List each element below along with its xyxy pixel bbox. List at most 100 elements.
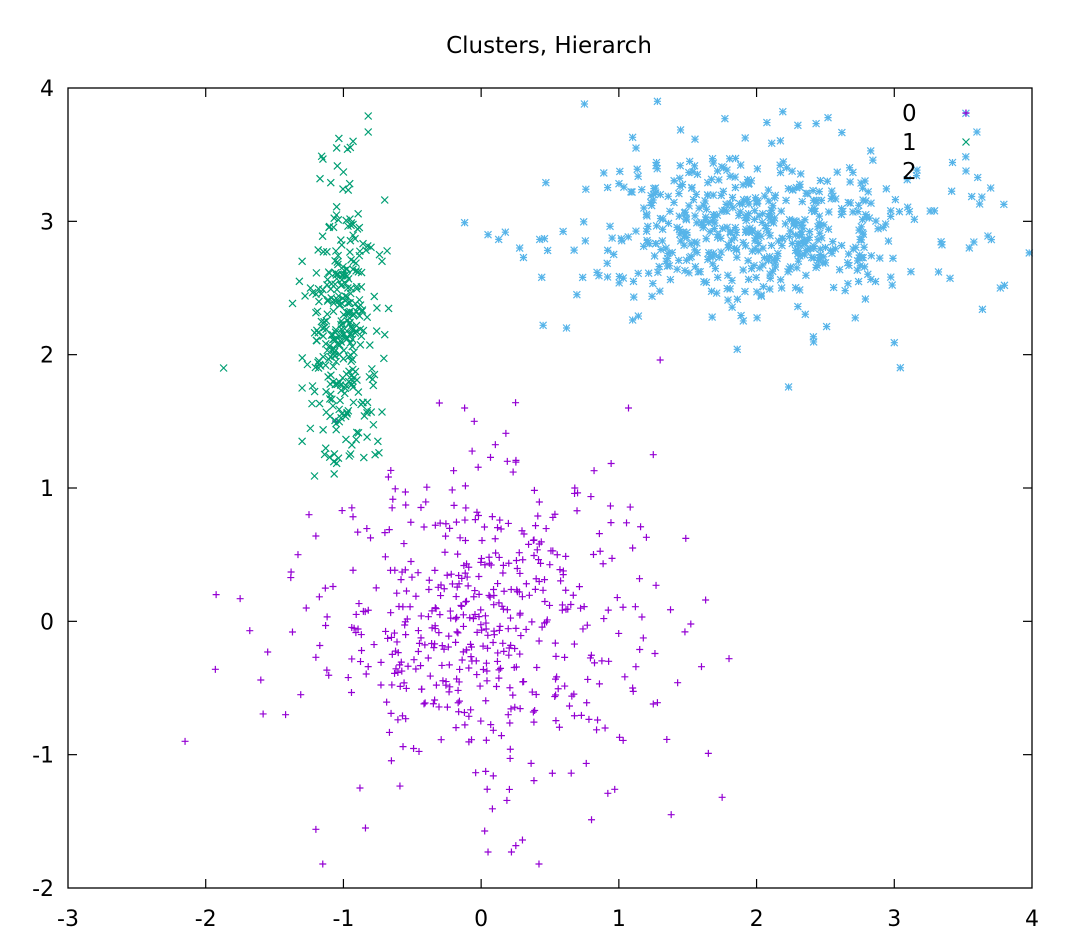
data-point-series-0 xyxy=(478,626,486,634)
data-point-series-2 xyxy=(767,206,776,215)
data-point-series-2 xyxy=(759,244,767,253)
data-point-series-2 xyxy=(838,207,847,216)
data-point-series-0 xyxy=(401,621,409,629)
data-point-series-0 xyxy=(577,711,585,719)
data-point-series-0 xyxy=(315,593,323,601)
data-point-series-2 xyxy=(750,215,759,224)
data-point-series-2 xyxy=(750,206,759,215)
data-point-series-0 xyxy=(604,789,612,797)
data-point-series-1 xyxy=(345,179,354,188)
data-point-series-2 xyxy=(617,234,626,243)
data-point-series-0 xyxy=(402,501,410,509)
data-point-series-2 xyxy=(984,232,992,240)
data-point-series-2 xyxy=(788,239,797,248)
data-point-series-0 xyxy=(352,610,360,618)
data-point-series-0 xyxy=(490,586,498,594)
data-point-series-2 xyxy=(682,233,691,242)
data-point-series-2 xyxy=(948,158,957,167)
data-point-series-2 xyxy=(773,254,781,263)
data-point-series-2 xyxy=(864,187,873,196)
data-point-series-0 xyxy=(477,621,485,629)
data-point-series-0 xyxy=(181,737,189,745)
data-point-series-0 xyxy=(361,608,369,616)
data-point-series-1 xyxy=(310,472,319,480)
data-point-series-2 xyxy=(827,187,836,196)
data-point-series-2 xyxy=(835,265,844,274)
data-point-series-0 xyxy=(455,571,463,579)
data-point-series-2 xyxy=(771,258,779,267)
data-point-series-0 xyxy=(445,688,453,696)
data-point-series-0 xyxy=(579,625,587,633)
x-tick-label: -3 xyxy=(57,907,79,932)
data-point-series-0 xyxy=(607,519,615,527)
data-point-series-2 xyxy=(643,222,652,231)
data-point-series-1 xyxy=(333,260,342,269)
data-point-series-0 xyxy=(522,580,530,588)
data-point-series-0 xyxy=(542,525,550,533)
data-point-series-2 xyxy=(639,204,648,212)
data-point-series-1 xyxy=(325,269,334,278)
data-point-series-2 xyxy=(824,208,833,216)
data-point-series-1 xyxy=(308,288,317,297)
data-point-series-2 xyxy=(817,233,826,242)
data-point-series-0 xyxy=(697,663,705,671)
data-point-series-0 xyxy=(583,699,591,707)
data-point-series-0 xyxy=(503,796,511,804)
data-point-series-2 xyxy=(741,134,750,142)
data-point-series-2 xyxy=(709,210,718,219)
data-point-series-2 xyxy=(741,228,750,237)
data-point-series-0 xyxy=(364,663,372,671)
data-point-series-0 xyxy=(348,504,356,512)
data-point-series-0 xyxy=(412,592,420,600)
data-point-series-0 xyxy=(495,626,503,634)
x-tick-label: 0 xyxy=(474,907,488,932)
data-point-series-0 xyxy=(454,550,462,558)
data-point-series-1 xyxy=(342,370,351,379)
data-point-series-2 xyxy=(797,221,806,230)
data-point-series-2 xyxy=(987,235,996,244)
data-point-series-0 xyxy=(504,625,512,633)
data-point-series-2 xyxy=(570,246,579,255)
data-point-series-0 xyxy=(498,602,506,610)
data-point-series-0 xyxy=(593,726,601,734)
data-point-series-1 xyxy=(319,332,328,340)
data-point-series-0 xyxy=(512,456,520,464)
data-point-series-2 xyxy=(648,292,656,301)
data-point-series-0 xyxy=(344,674,352,682)
data-point-series-0 xyxy=(473,671,481,679)
data-point-series-0 xyxy=(505,644,513,652)
data-point-series-0 xyxy=(509,691,517,699)
data-point-series-2 xyxy=(821,258,830,267)
data-point-series-1 xyxy=(354,209,363,218)
data-point-series-2 xyxy=(875,254,884,263)
data-point-series-2 xyxy=(629,293,638,302)
data-point-series-0 xyxy=(570,640,578,648)
data-point-series-0 xyxy=(425,586,433,594)
data-point-series-2 xyxy=(739,238,748,247)
data-point-series-2 xyxy=(634,312,643,321)
data-point-series-0 xyxy=(555,723,563,731)
data-point-series-1 xyxy=(357,400,366,409)
data-point-series-0 xyxy=(504,711,512,719)
data-point-series-2 xyxy=(710,219,719,227)
data-point-series-2 xyxy=(690,238,699,246)
data-point-series-0 xyxy=(585,715,593,723)
data-point-series-2 xyxy=(662,257,671,266)
data-point-series-0 xyxy=(596,547,604,555)
data-point-series-2 xyxy=(722,200,731,209)
data-point-series-0 xyxy=(636,575,644,583)
data-point-series-0 xyxy=(494,524,502,532)
data-point-series-2 xyxy=(684,168,693,177)
data-point-series-1 xyxy=(301,291,309,300)
data-point-series-2 xyxy=(886,273,895,282)
data-point-series-2 xyxy=(926,207,935,215)
data-point-series-2 xyxy=(539,321,548,330)
data-point-series-0 xyxy=(587,493,595,501)
data-point-series-0 xyxy=(458,602,466,610)
data-point-series-2 xyxy=(704,218,713,227)
data-point-series-1 xyxy=(338,294,347,303)
data-point-series-0 xyxy=(312,653,320,661)
data-point-series-0 xyxy=(570,712,578,720)
data-point-series-1 xyxy=(331,416,339,425)
data-point-series-2 xyxy=(739,266,748,274)
